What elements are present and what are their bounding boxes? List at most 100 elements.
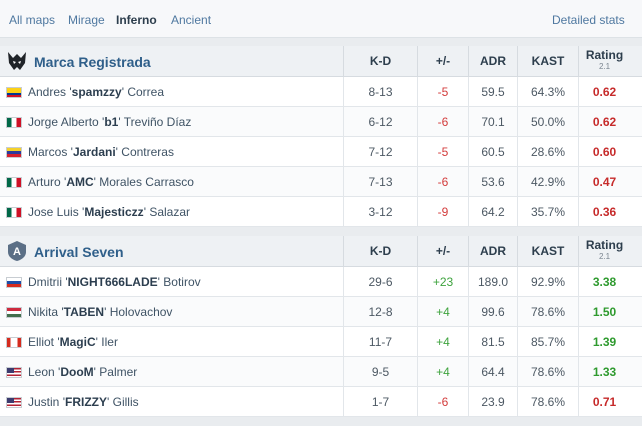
mexico-flag <box>6 207 22 218</box>
russia-flag <box>6 277 22 288</box>
adr-header: ADR <box>468 46 517 77</box>
mexico-flag <box>6 117 22 128</box>
rating-cell: 0.47 <box>578 167 630 197</box>
player-first-name: Arturo <box>28 175 61 189</box>
rating-cell: 0.71 <box>578 387 630 417</box>
player-last-name: Holovachov <box>109 305 173 319</box>
player-nickname: FRIZZY <box>64 395 107 409</box>
rating-label: Rating <box>585 48 624 62</box>
player-first-name: Leon <box>28 365 55 379</box>
adr-cell: 60.5 <box>468 137 517 167</box>
tab-ancient[interactable]: Ancient <box>171 13 212 27</box>
team-name[interactable]: Arrival Seven <box>34 244 124 260</box>
adr-cell: 189.0 <box>468 267 517 297</box>
player-last-name: Treviño Díaz <box>123 115 192 129</box>
colombia-flag <box>6 87 22 98</box>
adr-cell: 53.6 <box>468 167 517 197</box>
plusminus-cell: -5 <box>417 77 468 107</box>
kd-cell: 3-12 <box>343 197 417 227</box>
player-last-name: Gillis <box>112 395 139 409</box>
kast-cell: 92.9% <box>517 267 578 297</box>
player-name[interactable]: Nikita 'TABEN' Holovachov <box>28 305 173 319</box>
player-row: Arturo 'AMC' Morales Carrasco 7-13 -6 53.6 4… <box>0 167 642 197</box>
player-nickname: MagiC <box>59 335 96 349</box>
player-nickname: NIGHT666LADE <box>67 275 158 289</box>
rating-cell: 0.60 <box>578 137 630 167</box>
player-nickname: AMC <box>66 175 94 189</box>
player-row: Andres 'spamzzy' Correa 8-13 -5 59.5 64.3% 0.… <box>0 77 642 107</box>
kd-cell: 7-13 <box>343 167 417 197</box>
detailed-stats-link[interactable]: Detailed stats <box>552 13 625 27</box>
kd-header: K-D <box>343 46 417 77</box>
kast-cell: 78.6% <box>517 297 578 327</box>
player-row: Jorge Alberto 'b1' Treviño Díaz 6-12 -6 70.… <box>0 107 642 137</box>
kd-cell: 12-8 <box>343 297 417 327</box>
adr-header: ADR <box>468 236 517 267</box>
plusminus-cell: +4 <box>417 327 468 357</box>
plusminus-cell: +4 <box>417 357 468 387</box>
canada-flag <box>6 337 22 348</box>
player-name[interactable]: Leon 'DooM' Palmer <box>28 365 138 379</box>
kast-cell: 42.9% <box>517 167 578 197</box>
plusminus-cell: -6 <box>417 107 468 137</box>
player-name[interactable]: Elliot 'MagiC' Iler <box>28 335 118 349</box>
player-row: Elliot 'MagiC' Iler 11-7 +4 81.5 85.7% 1.39 <box>0 327 642 357</box>
rating-version: 2.1 <box>598 252 611 261</box>
team-name[interactable]: Marca Registrada <box>34 54 151 70</box>
player-last-name: Botirov <box>163 275 201 289</box>
adr-cell: 23.9 <box>468 387 517 417</box>
player-name[interactable]: Arturo 'AMC' Morales Carrasco <box>28 175 194 189</box>
tab-all-maps[interactable]: All maps <box>9 13 56 27</box>
kast-cell: 50.0% <box>517 107 578 137</box>
kast-cell: 64.3% <box>517 77 578 107</box>
shield-a-icon[interactable]: A <box>6 240 28 262</box>
rating-cell: 0.62 <box>578 77 630 107</box>
tab-mirage[interactable]: Mirage <box>68 13 105 27</box>
player-first-name: Justin <box>28 395 60 409</box>
rating-cell: 1.39 <box>578 327 630 357</box>
player-name[interactable]: Jorge Alberto 'b1' Treviño Díaz <box>28 115 192 129</box>
player-name[interactable]: Dmitrii 'NIGHT666LADE' Botirov <box>28 275 201 289</box>
player-nickname: Jardani <box>72 145 116 159</box>
kd-header: K-D <box>343 236 417 267</box>
player-last-name: Morales Carrasco <box>99 175 194 189</box>
player-first-name: Dmitrii <box>28 275 62 289</box>
player-row: Leon 'DooM' Palmer 9-5 +4 64.4 78.6% 1.33 <box>0 357 642 387</box>
player-last-name: Correa <box>127 85 164 99</box>
rating-cell: 1.33 <box>578 357 630 387</box>
player-name[interactable]: Jose Luis 'Majesticzz' Salazar <box>28 205 190 219</box>
plusminus-cell: +23 <box>417 267 468 297</box>
plusminus-cell: -6 <box>417 387 468 417</box>
player-row: Marcos 'Jardani' Contreras 7-12 -5 60.5 28.6… <box>0 137 642 167</box>
tab-inferno[interactable]: Inferno <box>116 13 157 27</box>
rating-header: Rating 2.1 <box>578 46 630 77</box>
player-name[interactable]: Andres 'spamzzy' Correa <box>28 85 164 99</box>
svg-text:A: A <box>13 246 21 258</box>
adr-cell: 70.1 <box>468 107 517 137</box>
kd-cell: 29-6 <box>343 267 417 297</box>
mexico-flag <box>6 177 22 188</box>
plusminus-cell: -6 <box>417 167 468 197</box>
wolf-icon[interactable] <box>6 50 28 72</box>
adr-cell: 81.5 <box>468 327 517 357</box>
player-last-name: Contreras <box>121 145 174 159</box>
player-nickname: spamzzy <box>71 85 122 99</box>
kast-cell: 28.6% <box>517 137 578 167</box>
player-name[interactable]: Justin 'FRIZZY' Gillis <box>28 395 139 409</box>
plusminus-header: +/- <box>417 46 468 77</box>
adr-cell: 64.4 <box>468 357 517 387</box>
rating-cell: 3.38 <box>578 267 630 297</box>
player-nickname: Majesticzz <box>84 205 144 219</box>
kd-cell: 11-7 <box>343 327 417 357</box>
player-name[interactable]: Marcos 'Jardani' Contreras <box>28 145 174 159</box>
team-stats-table: A Arrival Seven K-D +/- ADR KAST Rating … <box>0 236 642 417</box>
adr-cell: 64.2 <box>468 197 517 227</box>
usa-flag <box>6 367 22 378</box>
kast-header: KAST <box>517 236 578 267</box>
player-nickname: DooM <box>60 365 94 379</box>
player-row: Jose Luis 'Majesticzz' Salazar 3-12 -9 64.2… <box>0 197 642 227</box>
player-nickname: TABEN <box>63 305 105 319</box>
kast-cell: 78.6% <box>517 387 578 417</box>
kd-cell: 7-12 <box>343 137 417 167</box>
team-header: A Arrival Seven K-D +/- ADR KAST Rating … <box>0 236 642 267</box>
